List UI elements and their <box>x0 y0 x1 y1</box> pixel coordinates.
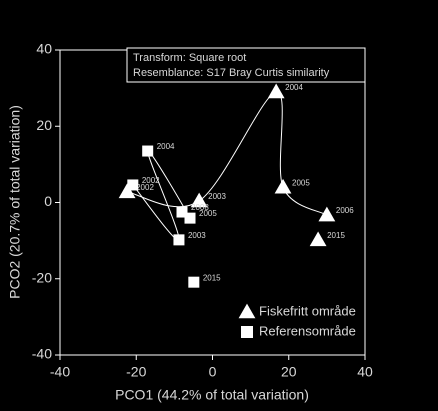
point-label: 2005 <box>292 178 310 187</box>
x-tick-label: -40 <box>50 364 70 380</box>
x-tick-label: 40 <box>357 364 373 380</box>
triangle-marker <box>238 303 256 319</box>
y-tick-label: 40 <box>36 41 52 57</box>
point-label: 2004 <box>285 83 303 92</box>
triangle-marker <box>267 83 285 99</box>
point-label: 2002 <box>142 176 160 185</box>
triangle-marker <box>118 183 136 199</box>
square-marker <box>127 179 139 191</box>
point-label: 2015 <box>327 231 345 240</box>
point-label: 2002 <box>136 183 154 192</box>
trajectory-line <box>127 91 328 216</box>
x-axis-label: PCO1 (44.2% of total variation) <box>115 387 309 403</box>
triangle-marker <box>309 231 327 247</box>
y-tick-label: -20 <box>32 269 52 285</box>
y-axis-label: PCO2 (20.7% of total variation) <box>7 105 23 299</box>
square-marker <box>241 326 253 338</box>
square-marker <box>176 206 188 218</box>
point-label: 2006 <box>336 206 354 215</box>
square-marker <box>142 145 154 157</box>
triangle-marker <box>318 206 336 222</box>
x-tick-label: 20 <box>281 364 297 380</box>
point-label: 2004 <box>157 142 175 151</box>
square-marker <box>188 276 200 288</box>
annotation-box <box>126 47 366 83</box>
x-tick-label: -20 <box>126 364 146 380</box>
point-label: 2015 <box>203 273 221 282</box>
legend-label: Fiskefritt område <box>259 303 356 318</box>
trajectory-line <box>132 150 192 241</box>
square-marker <box>173 234 185 246</box>
x-tick-label: 0 <box>209 364 217 380</box>
point-label: 2008 <box>191 203 209 212</box>
legend-label: Referensområde <box>259 323 356 338</box>
y-tick-label: 20 <box>36 117 52 133</box>
point-label: 2003 <box>188 231 206 240</box>
annotation-text: Resemblance: S17 Bray Curtis similarity <box>133 67 330 79</box>
y-tick-label: -40 <box>32 346 52 362</box>
point-label: 2005 <box>199 209 217 218</box>
square-marker <box>184 212 196 224</box>
y-tick-label: 0 <box>44 193 52 209</box>
point-label: 2003 <box>208 192 226 201</box>
triangle-marker <box>274 178 292 194</box>
triangle-marker <box>190 192 208 208</box>
annotation-text: Transform: Square root <box>133 52 246 64</box>
